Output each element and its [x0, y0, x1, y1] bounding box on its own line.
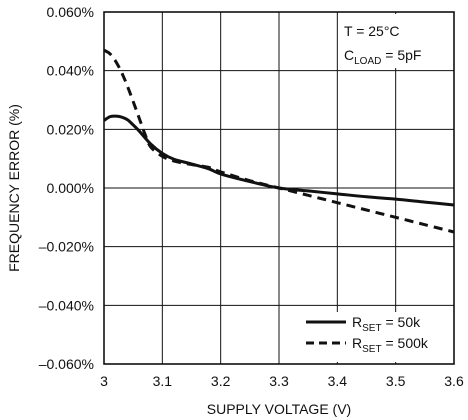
legend-label-500k: RSET = 500k [352, 335, 429, 355]
y-tick-label: 0.040% [47, 63, 94, 79]
y-tick-label: 0.000% [47, 180, 94, 196]
y-tick-label: –0.040% [39, 297, 94, 313]
legend-label-50k-sub: SET [362, 323, 381, 334]
legend-label-50k-main: R [352, 314, 362, 330]
x-tick-label: 3.3 [269, 373, 289, 389]
x-tick-label: 3.1 [153, 373, 173, 389]
annotation-cload-main: C [344, 47, 354, 63]
annotation-bg [338, 14, 452, 68]
y-tick-label: –0.060% [39, 356, 94, 372]
legend-label-50k: RSET = 50k [352, 314, 421, 334]
legend-label-500k-sub: SET [362, 344, 381, 355]
x-axis-label: SUPPLY VOLTAGE (V) [207, 401, 351, 417]
annotation-cload-sub: LOAD [354, 56, 381, 67]
x-tick-label: 3.2 [211, 373, 231, 389]
legend-label-50k-rest: = 50k [382, 314, 422, 330]
x-tick-label: 3.6 [444, 373, 464, 389]
x-tick-label: 3.5 [386, 373, 406, 389]
y-tick-label: –0.020% [39, 239, 94, 255]
series-layer [103, 48, 455, 234]
grid [104, 12, 454, 364]
annotation-temperature: T = 25°C [344, 23, 400, 39]
legend-label-500k-rest: = 500k [382, 335, 429, 351]
legend-label-500k-main: R [352, 335, 362, 351]
y-axis-label: FREQUENCY ERROR (%) [6, 104, 22, 272]
legend-bg [298, 312, 452, 362]
y-tick-label: 0.020% [47, 121, 94, 137]
x-tick-labels: 3 3.1 3.2 3.3 3.4 3.5 3.6 [100, 373, 464, 389]
x-tick-label: 3.4 [328, 373, 348, 389]
plot-frame [103, 11, 455, 365]
annotation-cload: CLOAD = 5pF [344, 47, 421, 67]
series-line-rset-500k [103, 48, 455, 234]
y-tick-label: 0.060% [47, 4, 94, 20]
y-tick-labels: –0.060% –0.040% –0.020% 0.000% 0.020% 0.040% 0… [39, 4, 94, 372]
annotation-cload-rest: = 5pF [381, 47, 421, 63]
x-tick-label: 3 [100, 373, 108, 389]
